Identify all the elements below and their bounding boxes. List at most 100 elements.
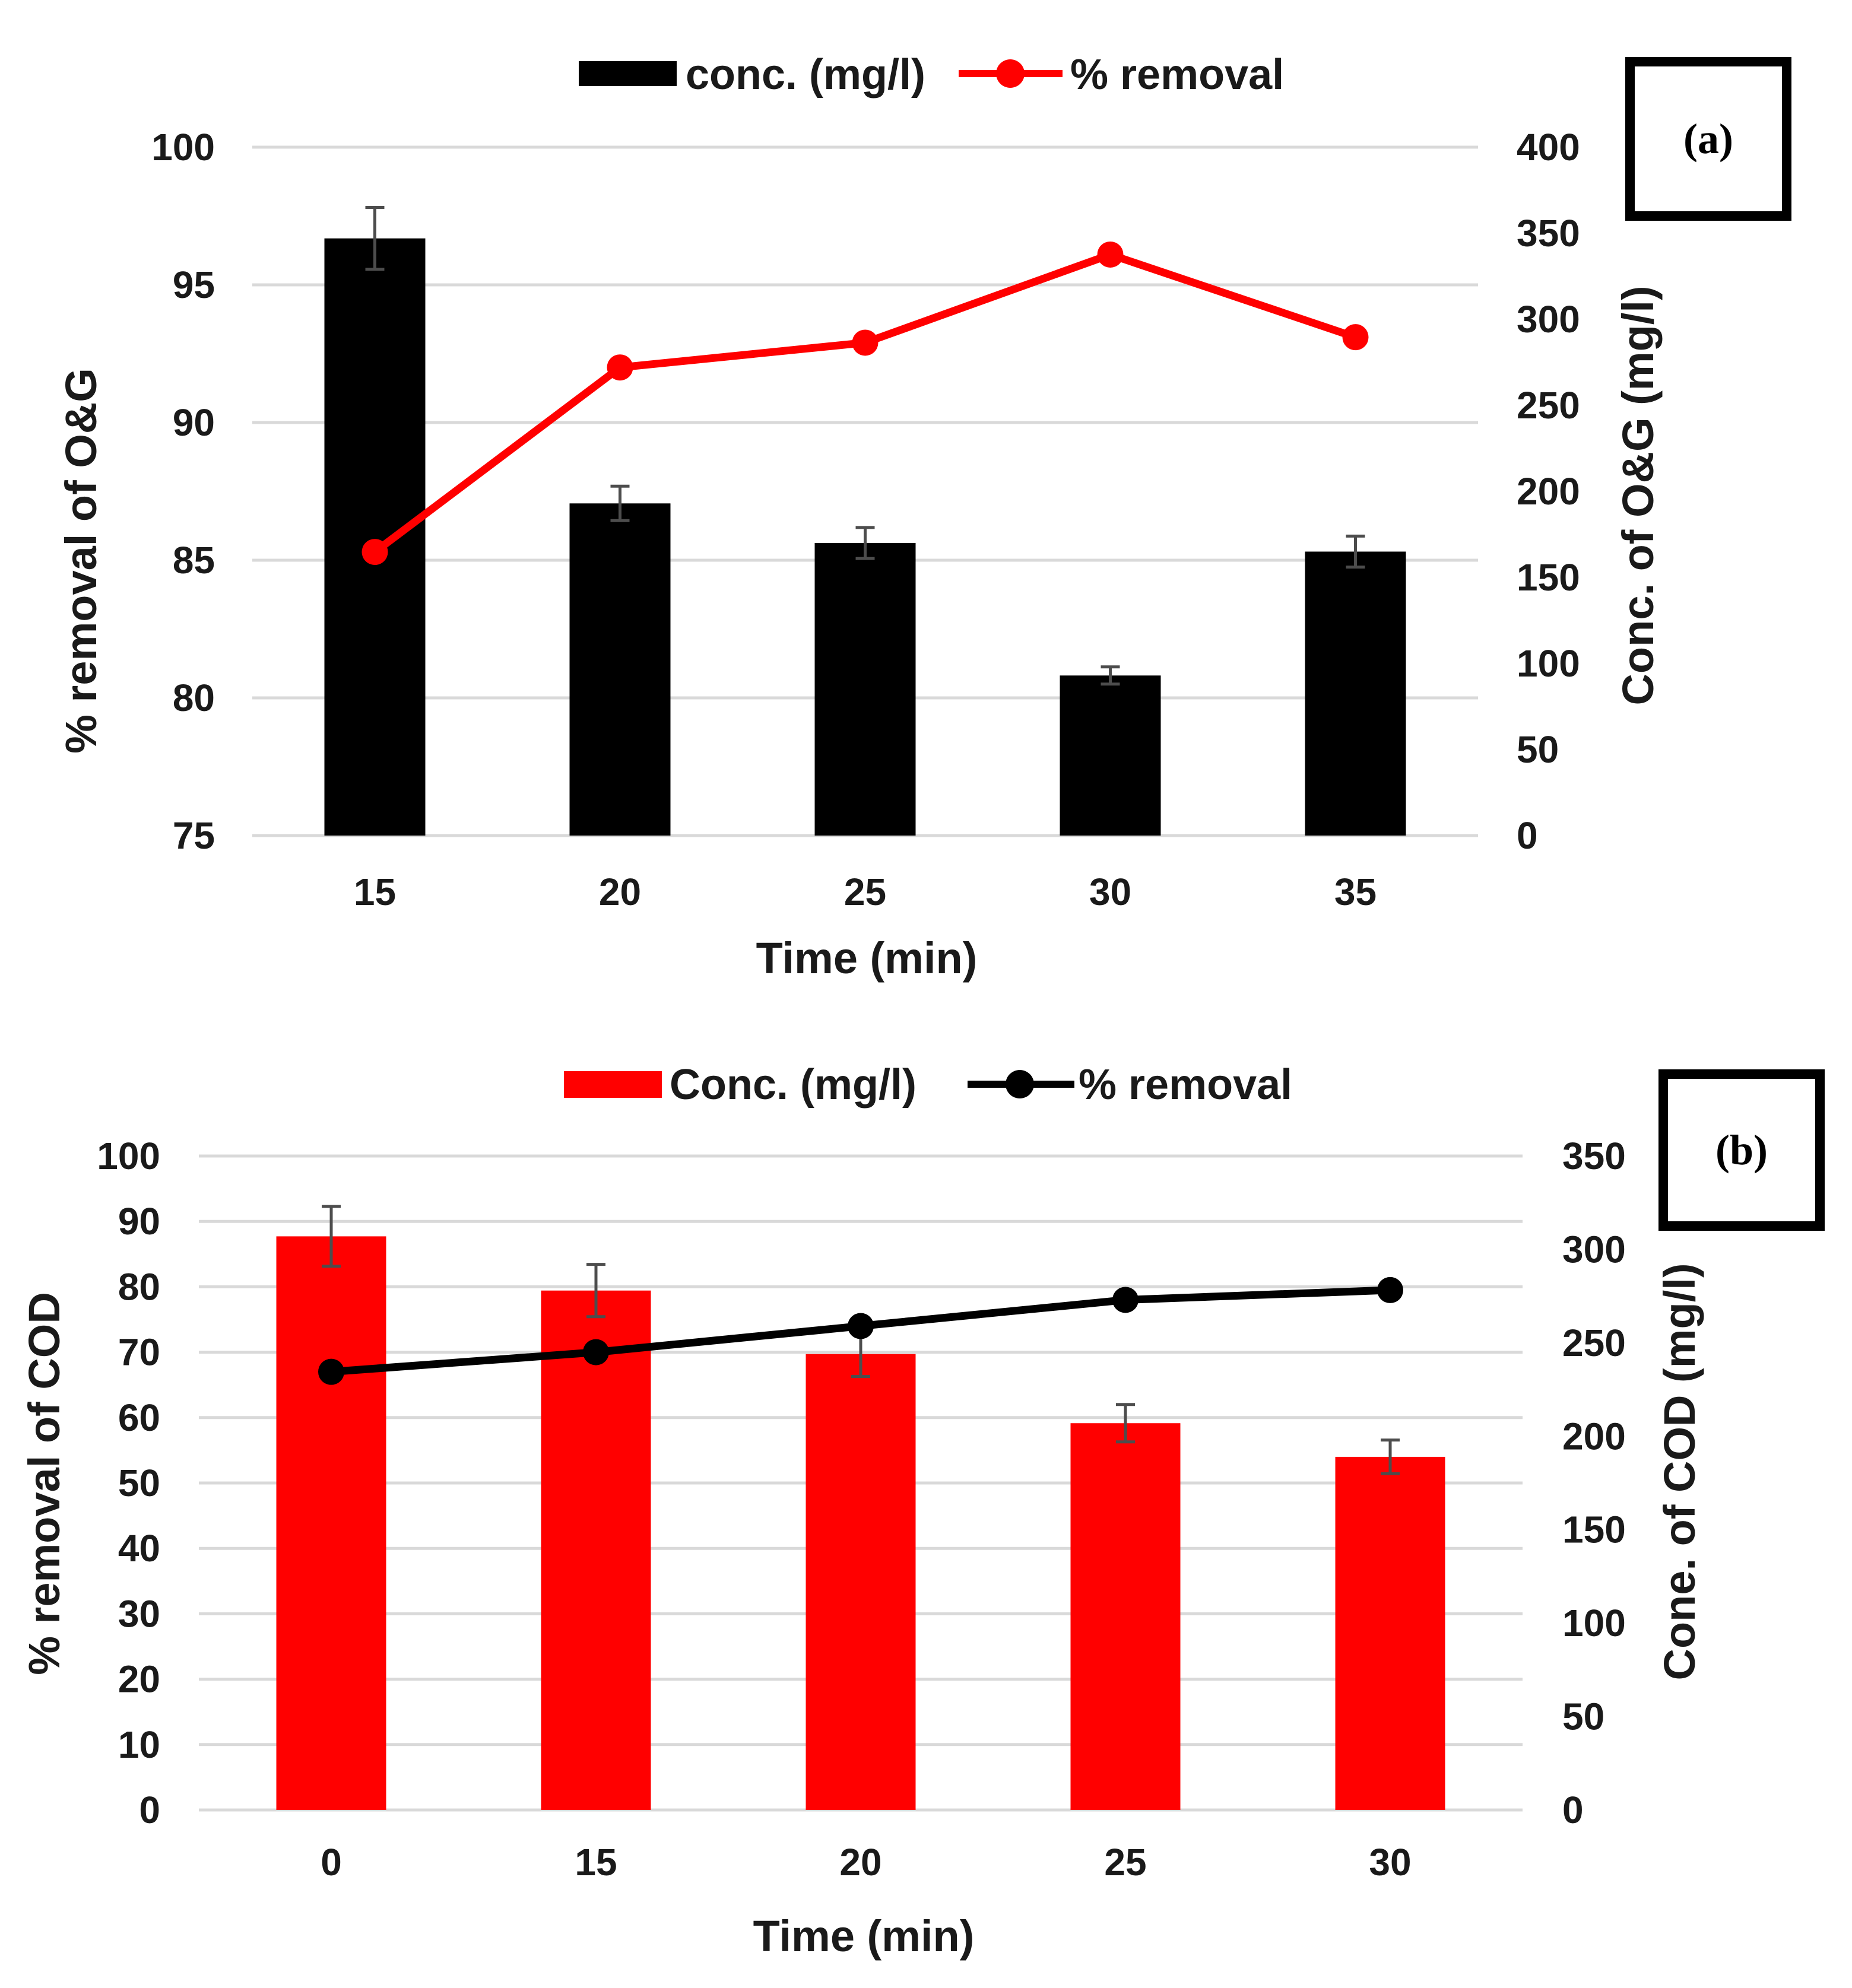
panel-label-box-a: (a)	[1625, 57, 1791, 221]
right-tick-label: 100	[1517, 642, 1580, 685]
bar	[541, 1290, 651, 1810]
x-tick-label: 20	[839, 1841, 881, 1884]
panel-label-box-b: (b)	[1658, 1069, 1825, 1231]
left-tick-label: 0	[139, 1789, 160, 1831]
bar	[276, 1236, 386, 1810]
right-tick-label: 350	[1562, 1135, 1626, 1177]
bar	[814, 543, 916, 836]
chart-panel-b: 0102030405060708090100050100150200250300…	[20, 1061, 1825, 1961]
right-tick-label: 0	[1517, 814, 1538, 857]
tick-labels-a: 75 80 85 90 95 100 0 50 100 150 200 250 300 350 400 15 2…	[151, 126, 1580, 913]
left-tick-label: 100	[151, 126, 215, 169]
left-tick-label: 90	[173, 401, 215, 444]
error-bar	[610, 484, 630, 522]
line-point	[1342, 324, 1369, 351]
x-axis-title-a: Time (min)	[756, 933, 978, 983]
right-axis-title-a: Conc. of O&G (mg/l)	[1613, 285, 1663, 705]
bar	[1070, 1423, 1181, 1810]
left-tick-label: 40	[118, 1527, 160, 1570]
error-bar	[1116, 1403, 1135, 1444]
right-tick-label: 250	[1517, 384, 1580, 427]
right-tick-label: 350	[1517, 212, 1580, 255]
left-axis-title-b: % removal of COD	[20, 1292, 69, 1675]
legend-marker-a	[996, 59, 1025, 88]
left-tick-label: 60	[118, 1396, 160, 1439]
tick-labels-b: 0102030405060708090100050100150200250300…	[97, 1135, 1626, 1884]
line-point	[318, 1358, 344, 1385]
right-tick-label: 0	[1562, 1789, 1584, 1831]
line-point	[1377, 1276, 1403, 1303]
left-tick-label: 20	[118, 1658, 160, 1701]
bars-a	[324, 238, 1406, 836]
right-tick-label: 300	[1517, 298, 1580, 341]
removal-line-b	[318, 1276, 1403, 1385]
line-point	[607, 354, 633, 381]
error-bar	[365, 206, 385, 271]
left-tick-label: 30	[118, 1592, 160, 1635]
bar	[569, 503, 671, 836]
legend-label-line-a: % removal	[1070, 51, 1284, 99]
bar	[1060, 675, 1161, 836]
left-tick-label: 80	[173, 677, 215, 719]
left-tick-label: 90	[118, 1200, 160, 1243]
left-axis-title-a: % removal of O&G	[56, 368, 106, 754]
right-tick-label: 150	[1562, 1509, 1626, 1551]
error-bar	[1346, 534, 1365, 569]
left-tick-label: 75	[173, 814, 215, 857]
line-point	[1112, 1287, 1139, 1313]
x-tick-label: 0	[321, 1841, 342, 1884]
line-point	[361, 539, 388, 566]
x-tick-label: 30	[1369, 1841, 1411, 1884]
right-tick-label: 200	[1517, 470, 1580, 513]
error-bar	[855, 526, 875, 560]
bar	[806, 1354, 916, 1810]
panel-label-frame-a	[1625, 57, 1791, 221]
right-tick-label: 300	[1562, 1228, 1626, 1271]
line-point	[848, 1313, 874, 1339]
left-tick-label: 95	[173, 263, 215, 306]
error-bar	[1381, 1438, 1400, 1475]
x-tick-label: 15	[575, 1841, 617, 1884]
x-tick-label: 25	[1104, 1841, 1146, 1884]
legend-swatch-bar-b	[564, 1071, 662, 1098]
right-tick-label: 150	[1517, 556, 1580, 599]
bar	[1335, 1456, 1445, 1810]
legend-b: Conc. (mg/l) % removal	[564, 1061, 1292, 1109]
bar	[324, 238, 426, 836]
chart-panel-a: 75 80 85 90 95 100 0 50 100 150 200 250 300 350 400 15 2…	[56, 51, 1791, 983]
x-tick-label: 35	[1334, 871, 1377, 913]
panel-label-a: (a)	[1683, 115, 1733, 163]
panel-label-frame-b	[1658, 1069, 1825, 1231]
bar	[1305, 551, 1406, 836]
legend-swatch-bar-a	[579, 61, 677, 86]
panel-label-b: (b)	[1715, 1126, 1768, 1174]
left-tick-label: 85	[173, 539, 215, 582]
error-bars-a	[365, 206, 1365, 686]
x-tick-label: 20	[599, 871, 641, 913]
left-tick-label: 70	[118, 1331, 160, 1374]
right-tick-label: 250	[1562, 1322, 1626, 1364]
error-bar	[586, 1263, 605, 1319]
x-axis-title-b: Time (min)	[753, 1911, 975, 1961]
error-bar	[1101, 665, 1120, 686]
error-bar	[322, 1205, 341, 1268]
left-tick-label: 50	[118, 1462, 160, 1504]
legend-a: conc. (mg/l) % removal	[579, 51, 1284, 99]
x-tick-label: 30	[1089, 871, 1131, 913]
right-tick-label: 200	[1562, 1415, 1626, 1457]
right-tick-label: 400	[1517, 126, 1580, 169]
legend-label-bar-b: Conc. (mg/l)	[670, 1061, 917, 1109]
legend-marker-b	[1006, 1070, 1034, 1098]
legend-label-bar-a: conc. (mg/l)	[686, 51, 925, 99]
bars-b	[276, 1236, 1445, 1810]
line-point	[583, 1339, 609, 1365]
removal-line-a	[361, 241, 1369, 566]
legend-label-line-b: % removal	[1079, 1061, 1292, 1109]
removal-line	[371, 250, 1359, 556]
x-tick-label: 15	[354, 871, 396, 913]
left-tick-label: 80	[118, 1265, 160, 1308]
right-tick-label: 50	[1517, 728, 1559, 771]
line-point	[1097, 241, 1124, 268]
left-tick-label: 10	[118, 1723, 160, 1766]
